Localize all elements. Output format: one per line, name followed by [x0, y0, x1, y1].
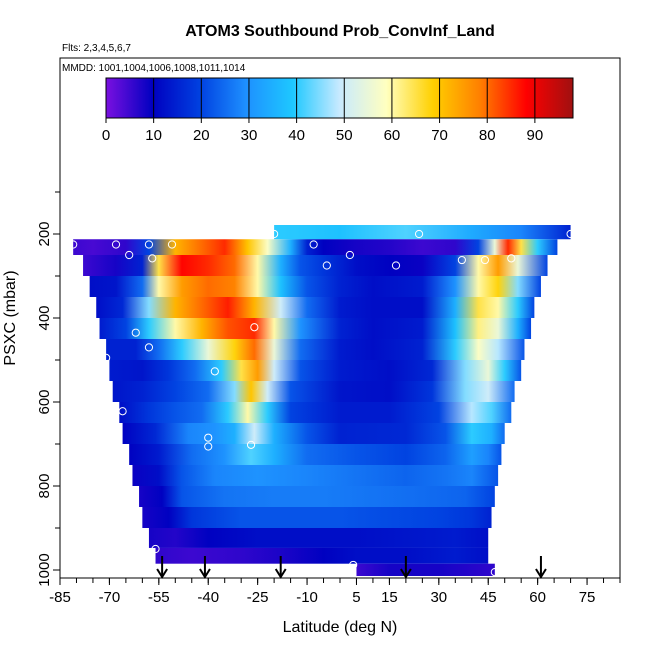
- colorbar-tick-label: 30: [241, 127, 258, 144]
- x-tick-label: -85: [49, 589, 71, 606]
- data-point: [566, 229, 575, 239]
- heatmap-row: [112, 381, 515, 402]
- arrow-head: [199, 568, 211, 579]
- x-tick-label: -25: [247, 589, 269, 606]
- x-tick-label: -40: [197, 589, 219, 606]
- heatmap-row: [96, 297, 535, 318]
- colorbar-tick-label: 0: [102, 127, 110, 144]
- arrow-head: [274, 568, 287, 579]
- heatmap-row: [148, 528, 489, 548]
- y-tick-label: 1000: [36, 553, 53, 586]
- heatmap-row: [99, 318, 532, 339]
- data-point: [270, 229, 279, 239]
- x-tick-label: -10: [296, 589, 318, 606]
- data-point: [118, 407, 127, 416]
- arrow-head: [535, 568, 547, 579]
- colorbar-tick-label: 20: [193, 127, 210, 144]
- chart-title: ATOM3 Southbound Prob_ConvInf_Land: [185, 23, 495, 40]
- colorbar-tick-label: 70: [431, 127, 448, 144]
- colorbar-tick-label: 80: [479, 127, 496, 144]
- data-point: [144, 240, 154, 249]
- x-axis-label: Latitude (deg N): [283, 619, 398, 636]
- data-point: [148, 254, 157, 263]
- mmdd-label: MMDD: 1001,1004,1006,1008,1011,1014: [62, 63, 246, 74]
- arrow-head: [400, 568, 412, 579]
- data-point: [125, 250, 134, 260]
- x-tick-label: -55: [148, 589, 170, 606]
- heatmap-row: [83, 255, 548, 276]
- x-tick-label: 75: [579, 589, 596, 606]
- y-tick-label: 600: [36, 389, 53, 414]
- x-axis: -85 -70 -55 -40 -25 -10 5 15 30 45 60 75: [49, 578, 621, 606]
- y-tick-label: 400: [36, 305, 53, 330]
- x-tick-label: 30: [430, 589, 447, 606]
- data-point: [69, 240, 78, 249]
- heatmap-row: [142, 507, 492, 528]
- data-point: [144, 343, 154, 352]
- data-point: [391, 261, 401, 270]
- y-tick-label: 800: [36, 473, 53, 498]
- data-point: [167, 240, 177, 249]
- data-points: [69, 229, 575, 577]
- data-point: [480, 255, 490, 265]
- data-point: [322, 261, 331, 270]
- heatmap-row: [89, 276, 541, 297]
- colorbar-gradient: [105, 77, 574, 119]
- data-point: [414, 229, 424, 239]
- colorbar-tick-label: 40: [288, 127, 305, 144]
- x-tick-label: -70: [99, 589, 121, 606]
- data-point: [349, 560, 358, 570]
- data-point: [131, 328, 140, 337]
- y-axis: 200 400 600 800 1000: [36, 191, 60, 587]
- heatmap-row: [109, 360, 522, 381]
- data-point: [345, 250, 354, 260]
- heatmap-layer: [73, 225, 571, 576]
- heatmap-row: [119, 402, 512, 423]
- x-tick-label: 60: [529, 589, 546, 606]
- data-point: [309, 240, 318, 249]
- data-point: [102, 353, 111, 362]
- colorbar-tick-label: 50: [336, 127, 353, 144]
- heatmap-row: [122, 423, 505, 444]
- data-point: [210, 367, 219, 376]
- heatmap-row: [132, 465, 499, 486]
- data-point: [151, 544, 160, 554]
- flights-label: Flts: 2,3,4,5,6,7: [62, 43, 131, 54]
- y-axis-label: PSXC (mbar): [2, 270, 19, 365]
- data-point: [457, 255, 466, 265]
- data-point: [204, 442, 213, 451]
- data-point: [507, 254, 516, 263]
- x-tick-label: 5: [352, 589, 360, 606]
- heatmap-row: [129, 444, 502, 465]
- x-tick-label: 15: [381, 589, 398, 606]
- arrow-head: [156, 568, 168, 579]
- data-point: [250, 323, 259, 332]
- data-point: [246, 440, 256, 449]
- heatmap-row: [106, 339, 525, 360]
- heatmap-row: [73, 239, 558, 255]
- heatmap-row: [356, 563, 495, 576]
- data-point: [490, 568, 499, 577]
- y-tick-label: 200: [36, 221, 53, 246]
- colorbar-tick-label: 10: [145, 127, 162, 144]
- x-tick-label: 45: [480, 589, 497, 606]
- heatmap-row: [139, 486, 495, 507]
- data-point: [111, 240, 121, 249]
- latitude-arrows: [156, 556, 547, 579]
- colorbar: 0 10 20 30 40 50 60 70 80 90: [102, 77, 574, 144]
- colorbar-tick-label: 90: [527, 127, 544, 144]
- colorbar-tick-label: 60: [384, 127, 401, 144]
- data-point: [204, 433, 213, 442]
